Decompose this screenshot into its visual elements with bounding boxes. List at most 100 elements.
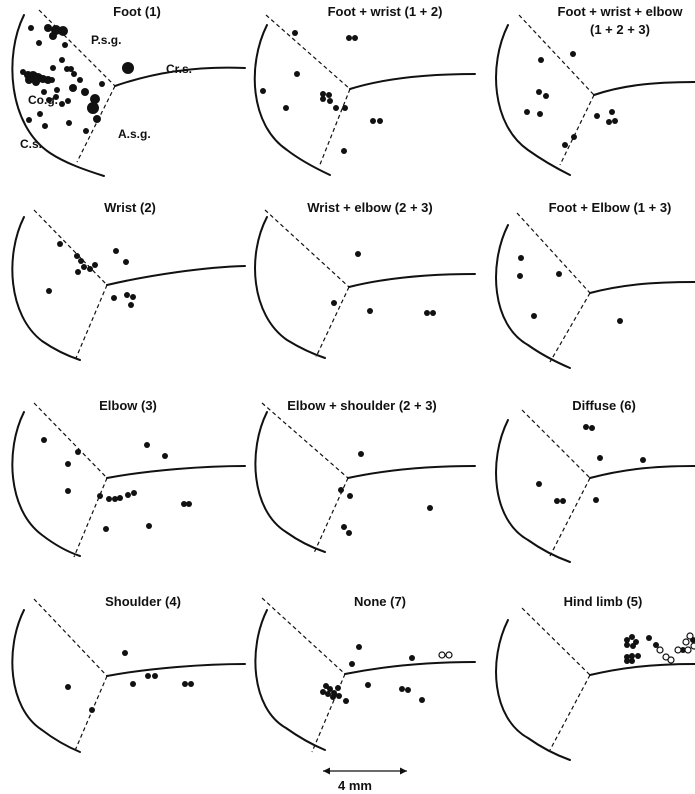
gyrus-boundary-upper [261,597,346,675]
panel-diffuse: Diffuse (6) [495,398,695,563]
recording-site-dot [71,71,77,77]
recording-site-dot [536,89,542,95]
recording-site-dot [327,686,333,692]
central-sulcus-line [495,224,571,369]
recording-site-dot [123,259,129,265]
recording-site-dot [517,273,523,279]
recording-site-dot [122,62,134,74]
recording-site-dot [624,637,630,643]
recording-site-dot [117,495,123,501]
recording-site-dot [352,35,358,41]
anatomy-labels: P.s.g. Cr.s. Co.g. A.s.g. C.s. [20,33,192,151]
recording-site-dot [326,92,332,98]
recording-site-dot [146,523,152,529]
recording-site-dot [341,524,347,530]
panel-foot-elbow: Foot + Elbow (1 + 3) [495,200,695,369]
recording-site-dot [81,88,89,96]
panel-title: Shoulder (4) [105,594,181,609]
recording-site-dot [32,78,40,86]
label-asg: A.s.g. [118,127,151,141]
recording-site-dot [186,501,192,507]
panel-title: Foot + Elbow (1 + 3) [549,200,672,215]
recording-site-dot [405,687,411,693]
recording-site-dot [538,57,544,63]
recording-site-dot [333,105,339,111]
cruciate-sulcus-line [347,465,476,479]
cruciate-sulcus-line [106,663,246,677]
recording-site-open-dot [438,651,446,659]
cruciate-sulcus-line [344,661,476,675]
recording-site-dot [59,101,65,107]
recording-site-dot [653,642,659,648]
panel-foot: Foot (1) [11,4,246,177]
recording-site-dot [69,84,77,92]
label-cog: Co.g. [28,93,58,107]
label-psg: P.s.g. [91,33,121,47]
recording-site-dot [26,117,32,123]
recording-site-dot [537,111,543,117]
recording-site-dot [89,707,95,713]
recording-site-dot [130,681,136,687]
recording-site-dot [125,492,131,498]
gyrus-boundary-lower [76,85,116,163]
cruciate-sulcus-line [593,81,695,96]
central-sulcus-line [11,14,105,177]
recording-site-dot [53,94,59,100]
gyrus-boundary-upper [265,14,351,90]
recording-site-dot [367,308,373,314]
recording-site-open-dot [445,651,453,659]
recording-site-dot [593,497,599,503]
panel-none: None (7) [254,594,476,753]
gyrus-boundary-lower [549,674,591,751]
recording-site-dot [59,57,65,63]
gyrus-boundary-lower [549,292,591,363]
recording-site-dot [320,96,326,102]
recording-site-dot [97,493,103,499]
central-sulcus-line [254,609,326,751]
recording-site-dot [370,118,376,124]
central-sulcus-line [495,24,571,176]
recording-site-dot [77,77,83,83]
recording-site-dot [419,697,425,703]
gyrus-boundary-upper [261,402,349,479]
recording-site-dot [609,109,615,115]
cruciate-sulcus-line [349,73,476,90]
label-crs: Cr.s. [166,62,192,76]
gyrus-boundary-lower [75,284,108,359]
cruciate-sulcus-line [589,281,695,294]
recording-site-open-dot [690,642,695,650]
recording-site-open-dot [674,646,682,654]
gyrus-boundary-lower [315,286,350,358]
recording-site-dot [630,643,636,649]
recording-site-dot [346,530,352,536]
scale-bar-left-arrow [323,767,330,775]
recording-site-dot [589,425,595,431]
recording-site-dot [349,661,355,667]
recording-site-dot [629,658,635,664]
recording-site-dot [41,437,47,443]
recording-site-dot [427,505,433,511]
recording-site-dot [75,269,81,275]
recording-site-dot [635,653,641,659]
recording-site-dot [90,94,100,104]
recording-site-dot [65,488,71,494]
gyrus-boundary-upper [521,409,591,479]
recording-site-dot [518,255,524,261]
recording-site-dot [181,501,187,507]
gyrus-boundary-lower [73,675,108,754]
recording-site-open-dot [667,656,675,664]
recording-site-dot [128,302,134,308]
recording-site-dot [130,294,136,300]
recording-site-open-dot [686,632,694,640]
panel-elbow: Elbow (3) [11,398,246,558]
recording-site-dot [355,251,361,257]
recording-site-dot [335,685,341,691]
panel-shoulder: Shoulder (4) [11,594,246,754]
cruciate-sulcus-line [106,265,246,286]
panels-layer: Foot (1) Foot + wrist (1 + 2) Foot + wrist… [11,4,695,761]
recording-site-dot [42,123,48,129]
recording-site-dot [92,262,98,268]
recording-site-dot [294,71,300,77]
recording-site-dot [612,118,618,124]
